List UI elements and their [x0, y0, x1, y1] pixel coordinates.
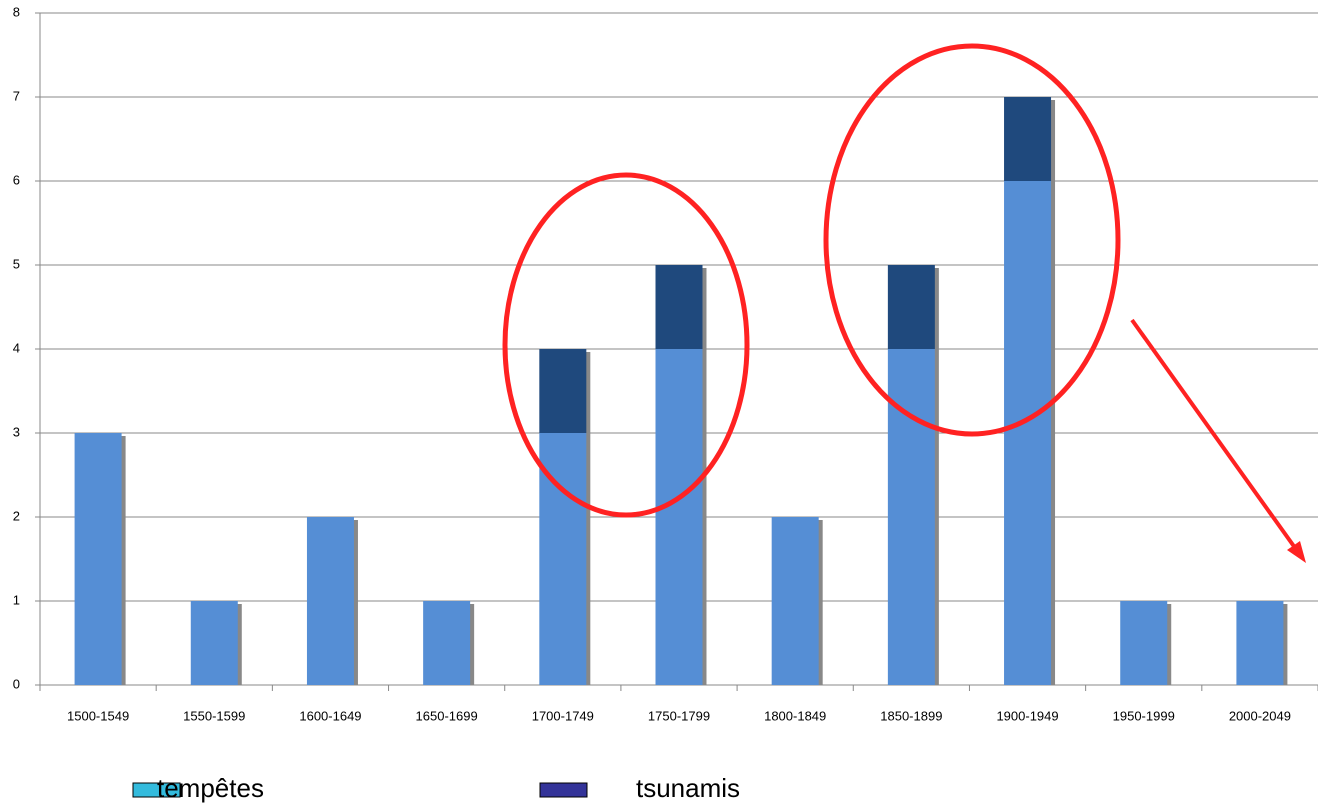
x-tick-label: 1500-1549 — [67, 708, 129, 723]
bar-segment — [1236, 601, 1284, 685]
bar-segment — [771, 517, 819, 685]
legend-label: tempêtes — [157, 773, 264, 803]
y-tick-label: 7 — [13, 88, 20, 103]
bar-segment — [655, 349, 703, 685]
bar-segment — [655, 265, 703, 349]
bar-segment — [423, 601, 471, 685]
x-tick-label: 1950-1999 — [1113, 708, 1175, 723]
legend-swatch — [132, 782, 181, 798]
x-tick-label: 1900-1949 — [996, 708, 1058, 723]
trend-arrow — [1130, 318, 1300, 554]
y-tick-label: 0 — [13, 676, 20, 691]
highlight-ellipse — [502, 172, 750, 518]
x-tick-label: 1600-1649 — [299, 708, 361, 723]
y-tick-label: 6 — [13, 172, 20, 187]
arrow-head — [1287, 541, 1306, 563]
y-tick-label: 8 — [13, 4, 20, 19]
x-tick-label: 1850-1899 — [880, 708, 942, 723]
plot-area: 0 1 2 3 4 5 6 7 8 1500-1549 1550-1599 1600-1649 1650… — [13, 4, 1318, 723]
bar-segment — [887, 349, 935, 685]
y-tick-label: 3 — [13, 424, 20, 439]
bar-segment — [1004, 181, 1052, 685]
bar-segment — [306, 517, 354, 685]
bar-segment — [887, 265, 935, 349]
x-tick-label: 1550-1599 — [183, 708, 245, 723]
legend-swatch — [539, 782, 588, 798]
bar-segment — [539, 349, 587, 433]
legend-label: tsunamis — [636, 773, 740, 803]
x-tick-label: 1750-1799 — [648, 708, 710, 723]
y-tick-label: 2 — [13, 508, 20, 523]
x-tick-label: 2000-2049 — [1229, 708, 1291, 723]
x-tick-label: 1650-1699 — [416, 708, 478, 723]
y-tick-label: 4 — [13, 340, 20, 355]
bar-segment — [1120, 601, 1168, 685]
bar-segment — [1004, 97, 1052, 181]
bar-segment — [190, 601, 238, 685]
highlight-ellipse — [823, 43, 1121, 437]
y-tick-label: 1 — [13, 592, 20, 607]
y-tick-label: 5 — [13, 256, 20, 271]
x-tick-label: 1800-1849 — [764, 708, 826, 723]
annotations — [502, 43, 1306, 563]
x-tick-label: 1700-1749 — [532, 708, 594, 723]
bar-segment — [74, 433, 122, 685]
